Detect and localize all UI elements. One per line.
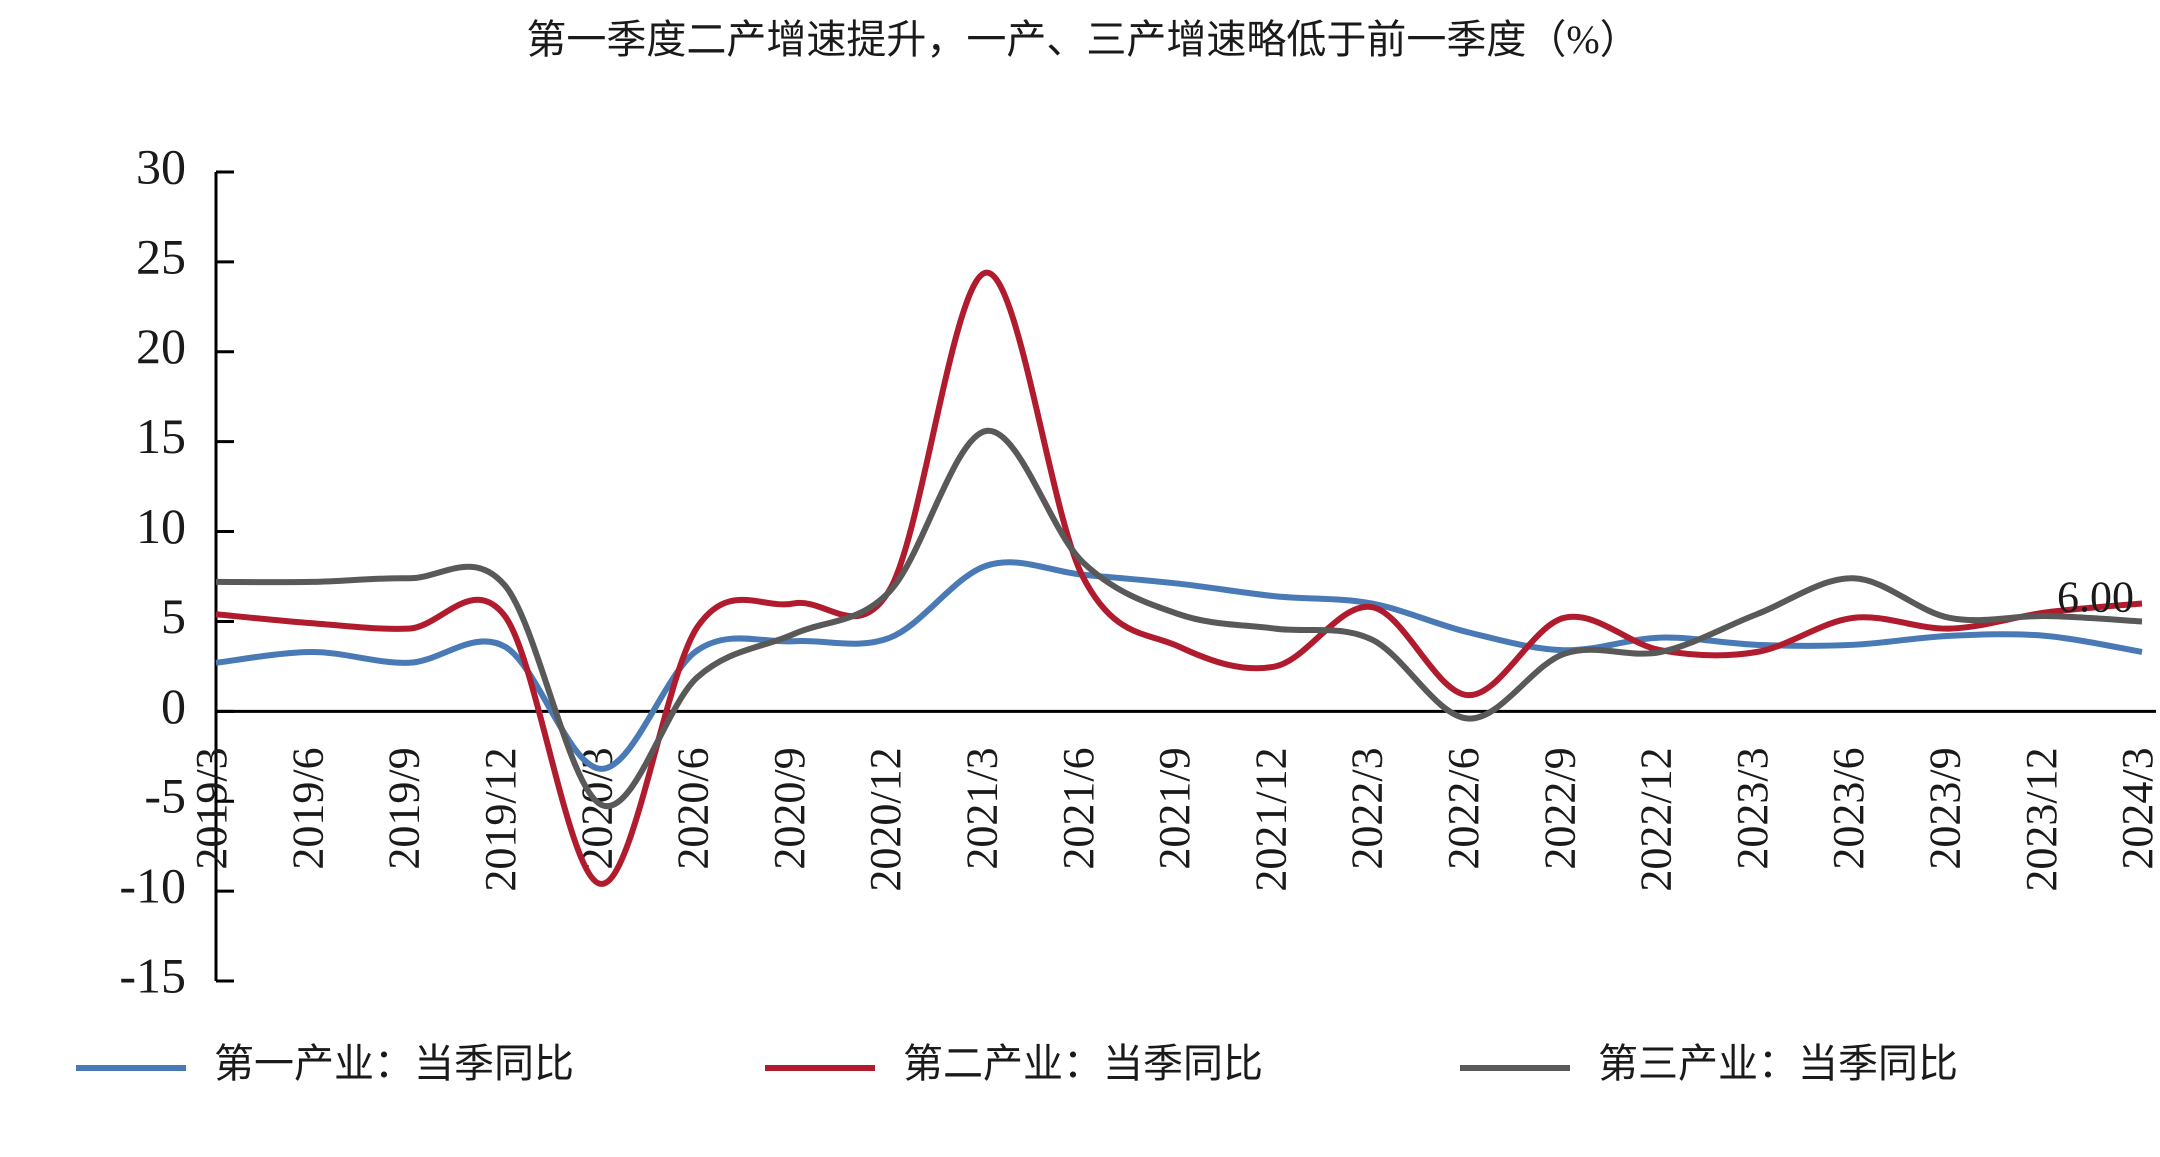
y-tick-label: 25 — [136, 228, 186, 284]
x-tick-label: 2021/3 — [957, 747, 1006, 869]
y-tick-label: 30 — [136, 138, 186, 194]
y-tick-label: 10 — [136, 498, 186, 554]
y-tick-label: 15 — [136, 408, 186, 464]
x-tick-label: 2020/9 — [765, 747, 814, 869]
x-tick-label: 2019/9 — [380, 747, 429, 869]
x-tick-label: 2022/3 — [1343, 747, 1392, 869]
chart-title: 第一季度二产增速提升，一产、三产增速略低于前一季度（%） — [526, 17, 1639, 62]
x-tick-label: 2019/6 — [283, 747, 332, 869]
legend-label: 第一产业：当季同比 — [214, 1041, 574, 1086]
series-line — [215, 427, 2143, 810]
x-tick-label: 2021/12 — [1246, 747, 1295, 891]
legend-label: 第二产业：当季同比 — [903, 1041, 1263, 1086]
y-tick-label: -5 — [144, 768, 186, 824]
y-tick-label: 20 — [136, 318, 186, 374]
x-tick-label: 2023/9 — [1920, 747, 1969, 869]
x-tick-label: 2022/6 — [1439, 747, 1488, 869]
x-tick-label: 2024/3 — [2113, 747, 2160, 869]
y-tick-label: -15 — [119, 947, 186, 1003]
x-tick-label: 2020/12 — [861, 747, 910, 891]
legend-label: 第三产业：当季同比 — [1598, 1041, 1958, 1086]
x-tick-label: 2019/12 — [476, 747, 525, 891]
x-tick-label: 2021/6 — [1054, 747, 1103, 869]
x-tick-label: 2020/6 — [669, 747, 718, 869]
x-tick-label: 2023/6 — [1824, 747, 1873, 869]
x-tick-label: 2021/9 — [1150, 747, 1199, 869]
x-tick-label: 2023/3 — [1728, 747, 1777, 869]
y-tick-label: 0 — [161, 678, 186, 734]
x-tick-label: 2019/3 — [187, 747, 236, 869]
y-tick-label: -10 — [119, 858, 186, 914]
x-tick-label: 2023/12 — [2017, 747, 2066, 891]
value-label: 6.00 — [2057, 573, 2134, 622]
series-line — [215, 559, 2143, 772]
x-tick-label: 2022/12 — [1632, 747, 1681, 891]
y-tick-label: 5 — [161, 588, 186, 644]
x-tick-label: 2022/9 — [1535, 747, 1584, 869]
